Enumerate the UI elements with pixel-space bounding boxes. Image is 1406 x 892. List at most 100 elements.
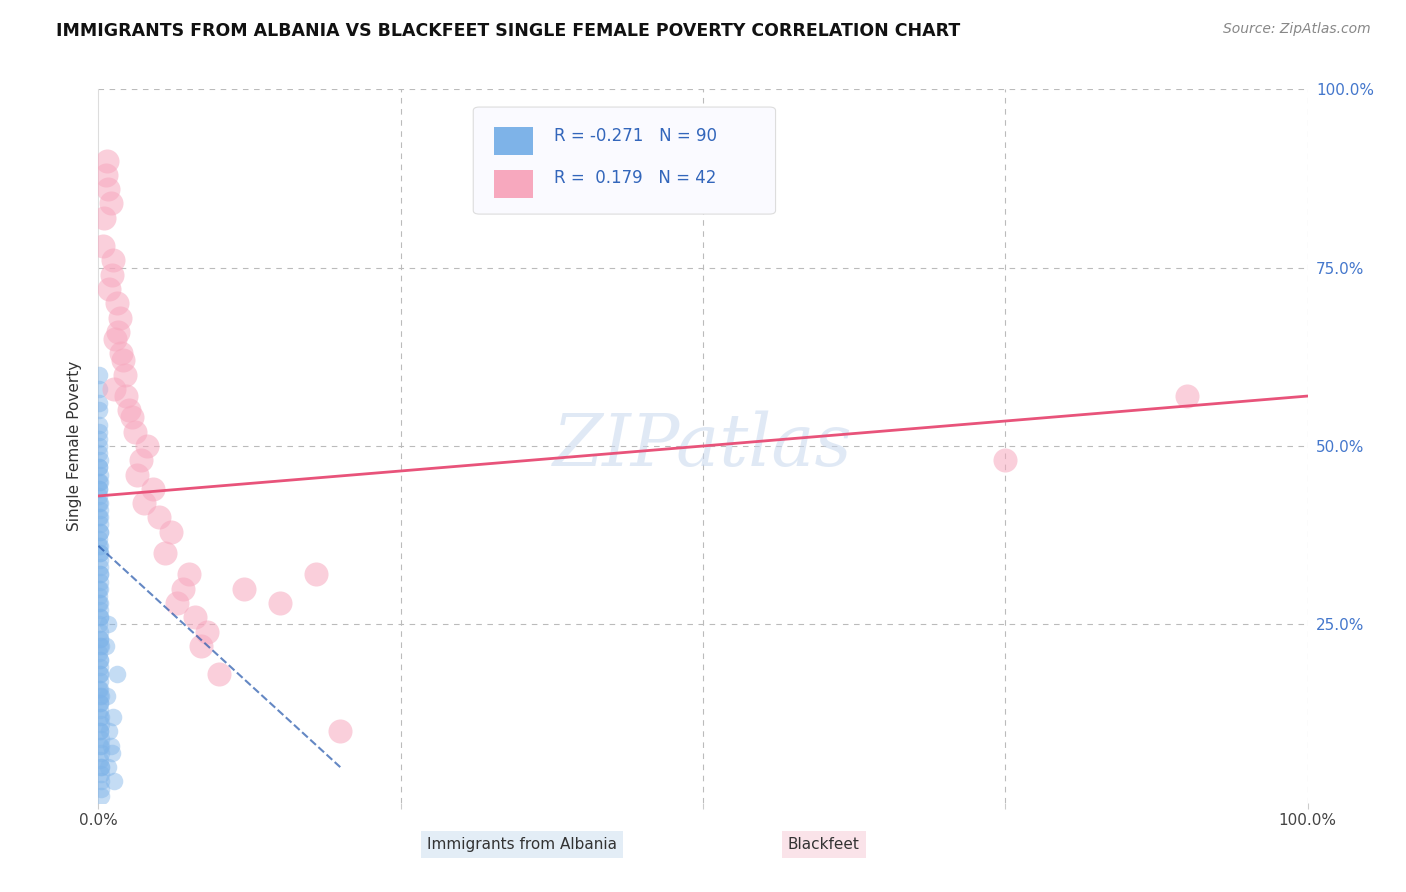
Point <box>89 710 111 724</box>
Point <box>90 746 112 760</box>
Point <box>101 253 124 268</box>
Point <box>89 724 111 739</box>
Point <box>90 760 112 774</box>
Point <box>179 567 201 582</box>
Point <box>89 524 111 539</box>
Point <box>87 539 110 553</box>
Point <box>89 582 111 596</box>
Point <box>87 589 110 603</box>
Text: IMMIGRANTS FROM ALBANIA VS BLACKFEET SINGLE FEMALE POVERTY CORRELATION CHART: IMMIGRANTS FROM ALBANIA VS BLACKFEET SIN… <box>56 22 960 40</box>
Point <box>89 475 111 489</box>
Point <box>89 696 111 710</box>
Point <box>89 667 111 681</box>
Point <box>108 310 131 325</box>
Point <box>89 467 111 482</box>
Point <box>103 382 125 396</box>
Point <box>89 425 111 439</box>
Point <box>89 460 111 475</box>
Point <box>994 453 1017 467</box>
Point <box>89 632 111 646</box>
Point <box>90 774 112 789</box>
Point <box>89 560 111 574</box>
Point <box>121 410 143 425</box>
Point <box>232 582 254 596</box>
Point <box>89 632 111 646</box>
Point <box>97 182 120 196</box>
Point <box>142 482 165 496</box>
Point <box>90 639 112 653</box>
Point <box>1175 389 1198 403</box>
Point <box>94 639 117 653</box>
Text: ZIPatlas: ZIPatlas <box>553 410 853 482</box>
Point <box>89 553 111 567</box>
Point <box>87 396 110 410</box>
Point <box>98 724 121 739</box>
Point <box>89 681 111 696</box>
Point <box>87 368 110 382</box>
Point <box>96 689 118 703</box>
Point <box>90 731 112 746</box>
Point <box>89 503 111 517</box>
Point <box>90 710 112 724</box>
Point <box>89 482 111 496</box>
Point <box>118 403 141 417</box>
Point <box>89 610 111 624</box>
Point <box>87 496 110 510</box>
Text: Blackfeet: Blackfeet <box>787 838 860 852</box>
Point <box>107 325 129 339</box>
Text: Source: ZipAtlas.com: Source: ZipAtlas.com <box>1223 22 1371 37</box>
Point <box>89 667 111 681</box>
Point <box>104 332 127 346</box>
Point <box>89 510 111 524</box>
Point <box>87 617 110 632</box>
Point <box>101 710 124 724</box>
Point <box>114 368 136 382</box>
Point <box>87 417 110 432</box>
Point <box>87 482 110 496</box>
Point <box>105 296 128 310</box>
Point <box>89 546 111 560</box>
Point <box>90 789 112 803</box>
Point <box>105 667 128 681</box>
Point <box>89 596 111 610</box>
Point <box>89 382 111 396</box>
Point <box>160 524 183 539</box>
Point <box>100 268 122 282</box>
FancyBboxPatch shape <box>494 128 533 155</box>
Point <box>89 517 111 532</box>
FancyBboxPatch shape <box>474 107 776 214</box>
Point <box>89 739 111 753</box>
Point <box>89 510 111 524</box>
Point <box>89 624 111 639</box>
Point <box>90 689 112 703</box>
Point <box>94 168 117 182</box>
Point <box>98 282 121 296</box>
Point <box>89 674 111 689</box>
Point <box>89 753 111 767</box>
Point <box>184 610 207 624</box>
Point <box>90 760 112 774</box>
Point <box>89 489 111 503</box>
Point <box>89 610 111 624</box>
Point <box>89 582 111 596</box>
Point <box>89 446 111 460</box>
Point <box>89 724 111 739</box>
Point <box>100 196 122 211</box>
Point <box>89 639 111 653</box>
Point <box>89 453 111 467</box>
Point <box>90 767 112 781</box>
Point <box>91 239 114 253</box>
Text: Immigrants from Albania: Immigrants from Albania <box>426 838 617 852</box>
Text: R =  0.179   N = 42: R = 0.179 N = 42 <box>554 169 717 187</box>
Point <box>89 703 111 717</box>
Point <box>89 681 111 696</box>
Point <box>89 403 111 417</box>
Point <box>89 567 111 582</box>
Point <box>93 211 115 225</box>
Point <box>96 153 118 168</box>
Point <box>89 439 111 453</box>
Point <box>103 774 125 789</box>
Point <box>305 567 328 582</box>
Point <box>89 653 111 667</box>
Point <box>89 546 111 560</box>
